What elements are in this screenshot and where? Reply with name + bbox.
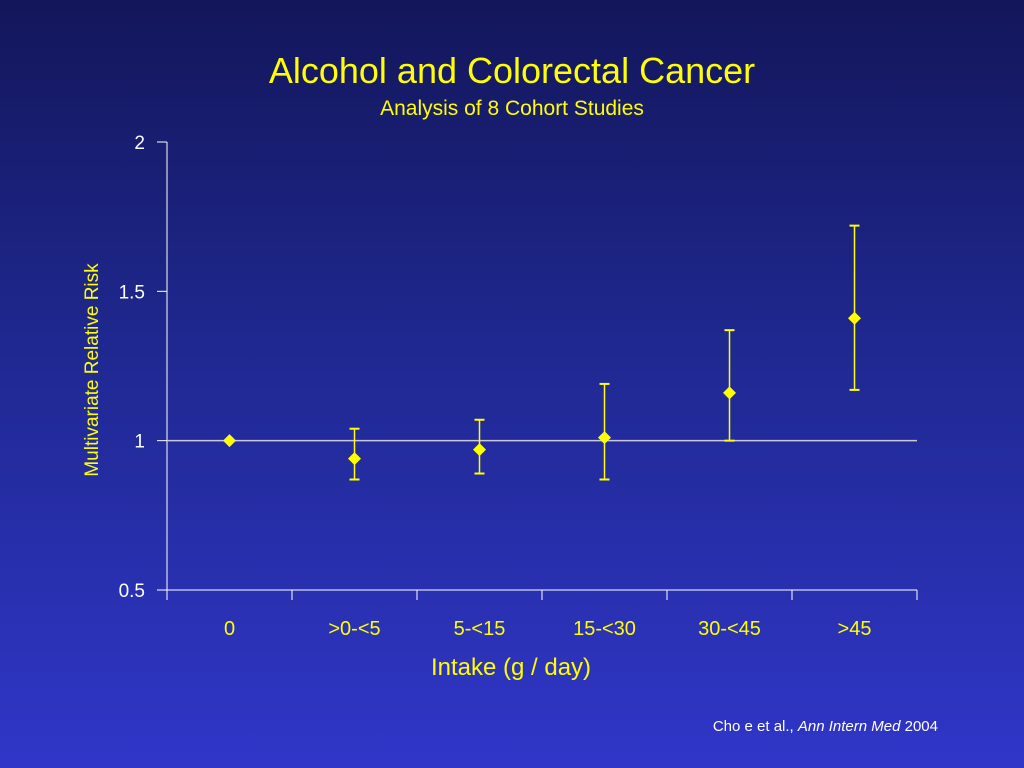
chart-marks: [223, 224, 861, 481]
data-point-diamond: [723, 386, 736, 400]
x-axis-label: Intake (g / day): [0, 654, 1024, 682]
data-point-diamond: [473, 443, 486, 457]
x-tick-label: >0-<5: [328, 618, 380, 640]
x-axis-label-text: Intake (g / day): [430, 654, 592, 681]
citation: Cho e et al., Ann Intern Med 2004: [713, 718, 938, 735]
citation-authors: Cho e et al.,: [712, 718, 794, 735]
data-point-diamond: [598, 431, 611, 445]
y-tick-label: 1: [134, 432, 145, 453]
citation-year: 2004: [904, 718, 938, 735]
data-point-diamond: [223, 434, 236, 448]
y-tick-label: 1.5: [119, 282, 145, 303]
y-tick-label: 2: [134, 133, 145, 154]
x-tick-label: 5-<15: [454, 618, 506, 640]
axes: [157, 141, 918, 600]
data-point-diamond: [848, 311, 861, 325]
citation-journal: Ann Intern Med: [797, 718, 901, 735]
x-tick-label: 0: [224, 618, 235, 640]
tick-labels: 0.5 1 1.5 2 0 >0-<5 5-<15 15-<30 30-<45 >45: [119, 133, 872, 640]
data-point-diamond: [348, 452, 361, 466]
slide-title: Alcohol and Colorectal Cancer: [268, 50, 756, 91]
x-tick-label: >45: [838, 618, 872, 640]
x-tick-label: 30-<45: [698, 618, 761, 640]
y-tick-label: 0.5: [119, 581, 145, 602]
x-tick-label: 15-<30: [573, 618, 636, 640]
y-axis-label: Multivariate Relative Risk: [82, 263, 103, 477]
slide-subtitle: Analysis of 8 Cohort Studies: [380, 97, 644, 120]
